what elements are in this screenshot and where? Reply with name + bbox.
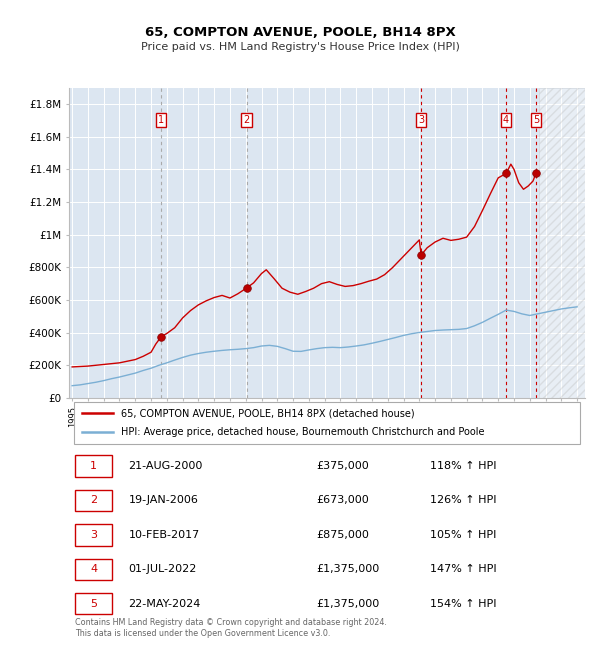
Text: 126% ↑ HPI: 126% ↑ HPI	[430, 495, 497, 506]
Text: HPI: Average price, detached house, Bournemouth Christchurch and Poole: HPI: Average price, detached house, Bour…	[121, 427, 484, 437]
FancyBboxPatch shape	[75, 456, 112, 476]
Text: £1,375,000: £1,375,000	[317, 564, 380, 574]
Text: 3: 3	[418, 115, 424, 125]
Text: 105% ↑ HPI: 105% ↑ HPI	[430, 530, 497, 540]
Text: 3: 3	[90, 530, 97, 540]
Text: 65, COMPTON AVENUE, POOLE, BH14 8PX: 65, COMPTON AVENUE, POOLE, BH14 8PX	[145, 26, 455, 39]
Text: £375,000: £375,000	[317, 461, 370, 471]
Text: 10-FEB-2017: 10-FEB-2017	[128, 530, 200, 540]
Text: 4: 4	[503, 115, 509, 125]
Text: 01-JUL-2022: 01-JUL-2022	[128, 564, 197, 574]
Text: 2: 2	[244, 115, 250, 125]
Text: 22-MAY-2024: 22-MAY-2024	[128, 599, 201, 608]
Text: 65, COMPTON AVENUE, POOLE, BH14 8PX (detached house): 65, COMPTON AVENUE, POOLE, BH14 8PX (det…	[121, 408, 414, 419]
Text: £875,000: £875,000	[317, 530, 370, 540]
Text: 147% ↑ HPI: 147% ↑ HPI	[430, 564, 497, 574]
Text: 118% ↑ HPI: 118% ↑ HPI	[430, 461, 497, 471]
Text: 21-AUG-2000: 21-AUG-2000	[128, 461, 203, 471]
Bar	[539, 88, 585, 398]
Text: 2: 2	[90, 495, 97, 506]
Text: £1,375,000: £1,375,000	[317, 599, 380, 608]
Text: 1: 1	[90, 461, 97, 471]
FancyBboxPatch shape	[74, 402, 580, 444]
Text: 154% ↑ HPI: 154% ↑ HPI	[430, 599, 497, 608]
FancyBboxPatch shape	[75, 524, 112, 545]
Text: 5: 5	[90, 599, 97, 608]
Text: 19-JAN-2006: 19-JAN-2006	[128, 495, 198, 506]
Text: 1: 1	[158, 115, 164, 125]
Text: Contains HM Land Registry data © Crown copyright and database right 2024.
This d: Contains HM Land Registry data © Crown c…	[75, 618, 387, 638]
FancyBboxPatch shape	[75, 593, 112, 614]
Text: £673,000: £673,000	[317, 495, 370, 506]
Text: 4: 4	[90, 564, 97, 574]
FancyBboxPatch shape	[75, 489, 112, 511]
FancyBboxPatch shape	[75, 558, 112, 580]
Text: 5: 5	[533, 115, 539, 125]
Text: Price paid vs. HM Land Registry's House Price Index (HPI): Price paid vs. HM Land Registry's House …	[140, 42, 460, 52]
